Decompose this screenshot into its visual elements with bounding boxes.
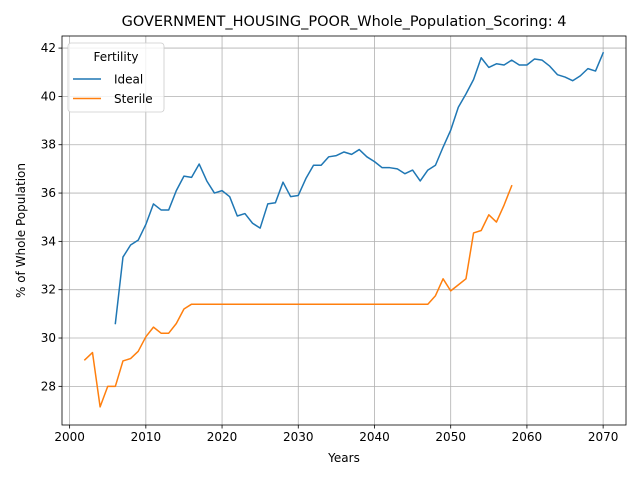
- y-tick-label: 30: [41, 331, 56, 345]
- y-tick-label: 38: [41, 138, 56, 152]
- y-tick-label: 34: [41, 234, 56, 248]
- x-tick-label: 2050: [435, 430, 466, 444]
- legend-title: Fertility: [93, 50, 138, 64]
- x-axis-label: Years: [327, 451, 360, 465]
- x-tick-label: 2060: [512, 430, 543, 444]
- y-tick-label: 32: [41, 283, 56, 297]
- y-tick-label: 28: [41, 379, 56, 393]
- x-tick-label: 2000: [54, 430, 85, 444]
- legend-box: [67, 42, 165, 113]
- series-line-sterile: [83, 184, 513, 408]
- x-tick-label: 2010: [131, 430, 162, 444]
- y-tick-label: 42: [41, 41, 56, 55]
- x-tick-label: 2040: [359, 430, 390, 444]
- x-tick-label: 2070: [588, 430, 619, 444]
- series-line-ideal: [114, 51, 605, 325]
- legend-label-sterile: Sterile: [114, 92, 153, 106]
- x-tick-label: 2030: [283, 430, 314, 444]
- chart-title: GOVERNMENT_HOUSING_POOR_Whole_Population…: [122, 14, 567, 30]
- plot-frame: [61, 35, 627, 426]
- legend: Fertility Ideal Sterile: [67, 42, 165, 113]
- x-tick-label: 2020: [207, 430, 238, 444]
- grid-lines: [62, 36, 626, 425]
- y-tick-label: 36: [41, 186, 56, 200]
- y-tick-label: 40: [41, 89, 56, 103]
- axis-ticks: 2000 2010 2020 2030 2040 2050 2060 2070 28 30 32 34…: [41, 41, 619, 444]
- y-axis-label: % of Whole Population: [14, 163, 28, 298]
- legend-label-ideal: Ideal: [114, 73, 143, 87]
- series-layer: [83, 51, 605, 408]
